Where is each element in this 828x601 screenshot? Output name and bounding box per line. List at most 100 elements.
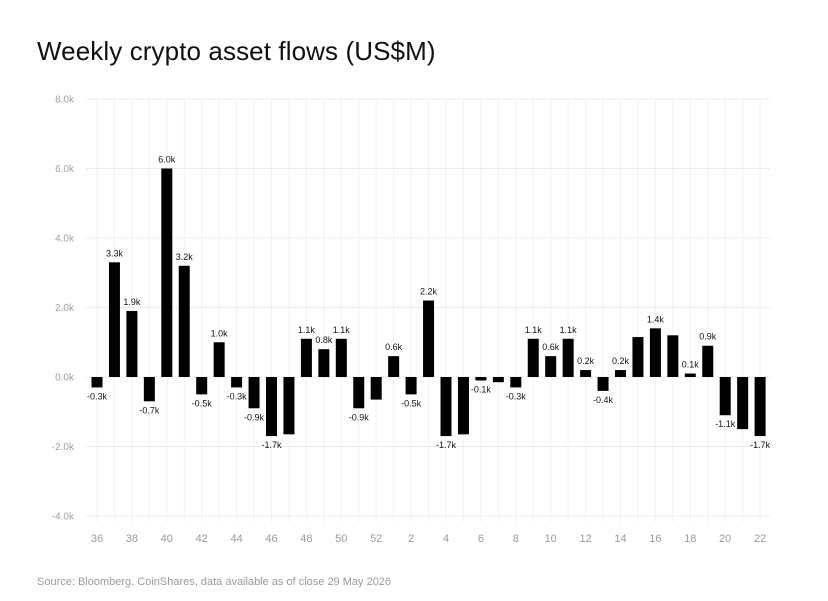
x-tick-label: 6 (478, 533, 484, 545)
bar (702, 345, 714, 377)
bar (213, 342, 225, 377)
x-tick-label: 20 (719, 533, 731, 545)
bar (388, 356, 400, 377)
bar (475, 377, 487, 381)
x-tick-label: 46 (265, 533, 277, 545)
data-label: 1.0k (211, 328, 229, 338)
x-tick-label: 12 (579, 533, 591, 545)
x-tick-label: 36 (91, 533, 103, 545)
x-tick-label: 52 (370, 533, 382, 545)
bar (597, 377, 609, 391)
bar (405, 377, 417, 395)
bar (684, 373, 696, 377)
x-tick-label: 18 (684, 533, 696, 545)
bar (632, 337, 644, 377)
data-label: 1.1k (560, 325, 578, 335)
data-label: 0.2k (577, 356, 595, 366)
bar (510, 377, 522, 388)
data-label: 0.6k (542, 342, 560, 352)
x-tick-label: 2 (408, 533, 414, 545)
bar (580, 370, 592, 377)
bar (754, 377, 766, 437)
data-label: -1.7k (750, 440, 771, 450)
y-tick-label: 2.0k (55, 303, 75, 314)
data-label: 0.6k (385, 342, 403, 352)
data-label: 3.3k (106, 248, 124, 258)
bar (231, 377, 243, 388)
bar (737, 377, 749, 430)
data-label: -1.1k (715, 419, 736, 429)
x-tick-label: 4 (443, 533, 449, 545)
data-label: 0.1k (682, 360, 700, 370)
bar (161, 168, 173, 377)
bar (335, 338, 347, 377)
source-note: Source: Bloomberg, CoinShares, data avai… (37, 576, 392, 588)
bar (108, 262, 120, 377)
y-tick-label: -4.0k (52, 512, 75, 523)
bar (91, 377, 103, 388)
data-label: -0.3k (87, 391, 108, 401)
data-label: 0.2k (612, 356, 630, 366)
x-tick-label: 10 (545, 533, 557, 545)
y-tick-label: -2.0k (52, 442, 75, 453)
bar (492, 377, 504, 383)
y-tick-label: 6.0k (55, 164, 75, 175)
x-tick-label: 44 (230, 533, 242, 545)
x-tick-label: 38 (126, 533, 138, 545)
x-tick-label: 50 (335, 533, 347, 545)
data-label: -0.4k (593, 395, 614, 405)
data-label: 1.1k (298, 325, 316, 335)
bar (527, 338, 539, 377)
bar (283, 377, 295, 435)
bar (143, 377, 155, 402)
data-label: -0.9k (349, 412, 370, 422)
bar (667, 335, 679, 377)
data-label: 1.1k (525, 325, 543, 335)
data-label: -0.3k (227, 391, 248, 401)
bar (196, 377, 208, 395)
y-tick-label: 0.0k (55, 373, 75, 384)
x-tick-label: 22 (754, 533, 766, 545)
y-tick-label: 8.0k (55, 95, 75, 106)
x-tick-label: 8 (513, 533, 519, 545)
x-tick-label: 14 (614, 533, 626, 545)
data-label: -1.7k (436, 440, 457, 450)
bar (353, 377, 365, 409)
data-label: -0.5k (401, 398, 422, 408)
data-label: 1.1k (333, 325, 351, 335)
data-label: -0.5k (192, 398, 213, 408)
y-tick-label: 4.0k (55, 234, 75, 245)
bar (440, 377, 452, 437)
bar (719, 377, 731, 416)
bar (178, 265, 190, 377)
bar (266, 377, 277, 437)
data-label: 2.2k (420, 287, 438, 297)
data-label: 6.0k (158, 155, 176, 165)
bar (615, 370, 626, 377)
bar (562, 338, 574, 377)
data-label: 0.9k (699, 332, 717, 342)
bar (248, 377, 260, 409)
bar (545, 356, 557, 377)
x-tick-label: 42 (196, 533, 208, 545)
data-label: -0.1k (471, 384, 492, 394)
bar (318, 349, 330, 377)
bar (649, 328, 661, 377)
bar (126, 310, 138, 377)
x-tick-label: 16 (649, 533, 661, 545)
bar (457, 377, 469, 435)
x-tick-label: 48 (300, 533, 312, 545)
data-label: -0.9k (244, 412, 265, 422)
data-label: -1.7k (261, 440, 282, 450)
bar (370, 377, 382, 400)
data-label: -0.3k (506, 391, 527, 401)
chart-title: Weekly crypto asset flows (US$M) (37, 36, 436, 66)
data-label: 1.4k (647, 314, 665, 324)
data-label: 1.9k (123, 297, 141, 307)
data-label: 3.2k (176, 252, 194, 262)
data-label: -0.7k (139, 405, 160, 415)
bar (423, 300, 435, 377)
x-tick-label: 40 (161, 533, 173, 545)
